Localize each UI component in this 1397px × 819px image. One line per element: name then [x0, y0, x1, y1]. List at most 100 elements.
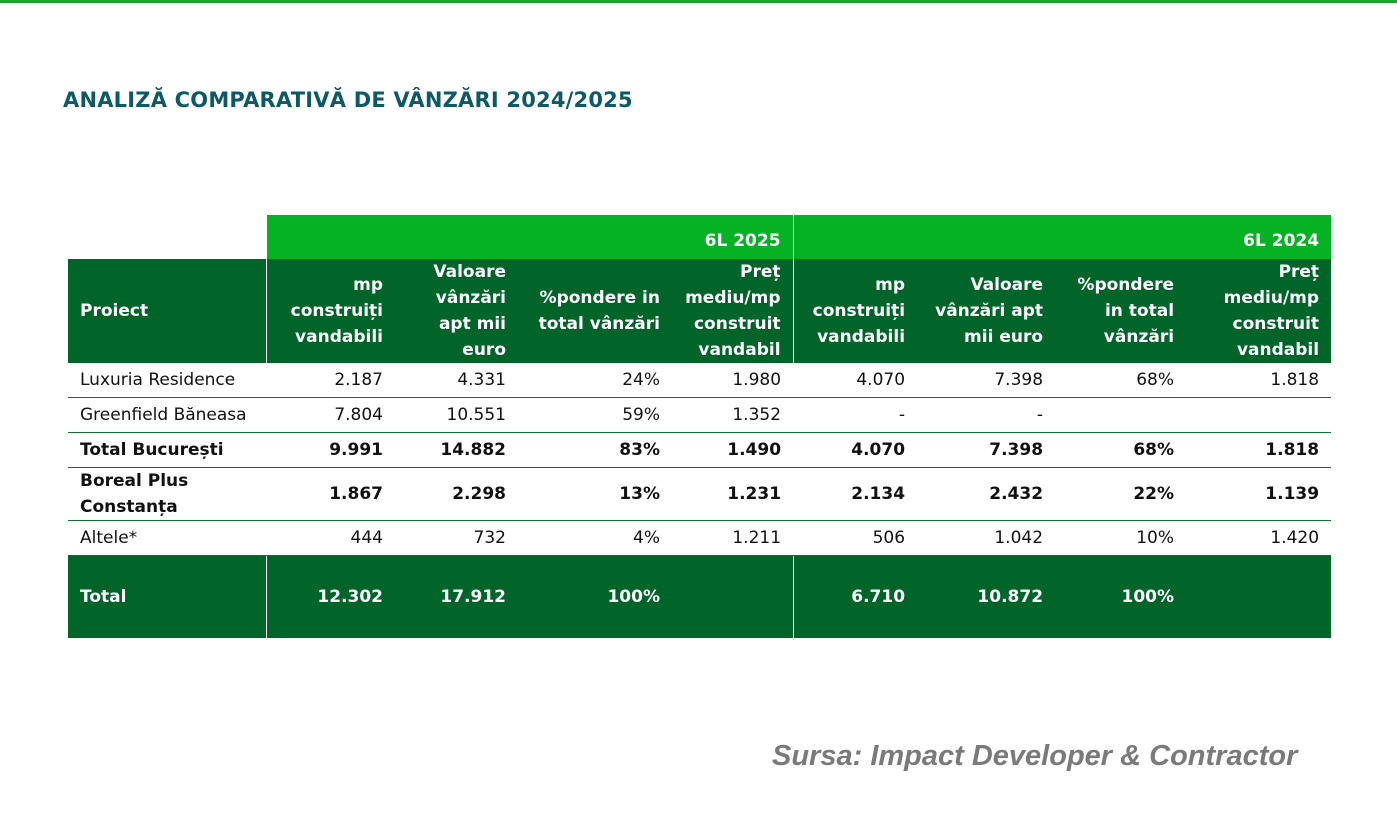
- column-header-line: euro: [462, 340, 506, 360]
- project-column-header: Proiect: [68, 259, 267, 363]
- column-header-line: mp: [875, 275, 906, 295]
- col-header-value-2025: Valoare vânzări apt mii euro: [395, 259, 518, 363]
- column-header-line: Valoare: [970, 275, 1044, 295]
- table-cell: 2.134: [793, 467, 918, 521]
- table-cell: 22%: [1055, 467, 1187, 521]
- table-cell: 2.432: [917, 467, 1056, 521]
- table-cell: [1055, 397, 1187, 433]
- column-header-line: %pondere: [1077, 275, 1175, 295]
- project-name: Total București: [80, 440, 224, 460]
- project-name: Altele*: [80, 528, 138, 548]
- total-cell: 100%: [518, 555, 672, 638]
- table-cell: 2.298: [395, 467, 518, 521]
- col-header-sqm-2024: mp construiți vandabili: [793, 259, 918, 363]
- project-name: Boreal Plus: [80, 471, 189, 491]
- table-body: Luxuria Residence 2.187 4.331 24% 1.980 4.070…: [68, 363, 1332, 556]
- table-cell: 1.231: [672, 467, 794, 521]
- project-name-cell: Altele*: [68, 520, 266, 556]
- table-cell: 1.211: [672, 520, 794, 556]
- table-cell: 1.139: [1186, 467, 1332, 521]
- column-header-line: vânzări: [435, 288, 506, 308]
- column-header-line: vandabil: [698, 340, 781, 360]
- table-cell: 1.490: [672, 432, 794, 468]
- total-cell: 12.302: [266, 555, 395, 638]
- column-header-line: Preț: [740, 262, 781, 282]
- column-header-line: mediu/mp: [1223, 288, 1320, 308]
- table-cell: 10.551: [395, 397, 518, 433]
- total-cell: [1186, 555, 1332, 638]
- project-name-cell: Total București: [68, 432, 266, 468]
- table-row: Altele* 444 732 4% 1.211 506 1.042 10% 1.420: [68, 520, 1332, 556]
- project-name-cell: Boreal Plus Constanța: [68, 467, 266, 521]
- column-header-line: total vânzări: [538, 314, 660, 334]
- total-cell: 100%: [1055, 555, 1187, 638]
- table-cell: 4%: [518, 520, 672, 556]
- table-cell: 1.042: [917, 520, 1056, 556]
- column-header-line: %pondere in: [539, 288, 660, 308]
- blank-header-cell: [68, 215, 267, 259]
- column-header-line: vânzări: [1103, 327, 1175, 347]
- project-name-cell: Luxuria Residence: [68, 363, 266, 398]
- column-header-row: Proiect mp construiți vandabili Valoare vân…: [68, 259, 1332, 363]
- project-name: Constanța: [80, 497, 178, 517]
- table-cell: 4.070: [793, 363, 918, 398]
- project-name: Luxuria Residence: [80, 370, 236, 390]
- project-name-cell: Greenfield Băneasa: [68, 397, 266, 433]
- total-cell: 10.872: [917, 555, 1056, 638]
- column-header-line: vânzări apt: [935, 301, 1044, 321]
- table-cell: 1.818: [1186, 363, 1332, 398]
- table-cell: 1.352: [672, 397, 794, 433]
- page-title: ANALIZĂ COMPARATIVĂ DE VÂNZĂRI 2024/2025: [63, 88, 633, 112]
- table-cell: 732: [395, 520, 518, 556]
- table-cell: 1.867: [266, 467, 395, 521]
- table-cell: 68%: [1055, 432, 1187, 468]
- table-cell: 1.818: [1186, 432, 1332, 468]
- source-note: Sursa: Impact Developer & Contractor: [772, 740, 1298, 772]
- column-header-line: vandabil: [1236, 340, 1320, 360]
- table-cell: 444: [266, 520, 395, 556]
- column-header-line: construit: [693, 314, 781, 334]
- total-label: Total: [68, 555, 267, 638]
- col-header-price-2025: Preț mediu/mp construit vandabil: [672, 259, 794, 363]
- table-cell: 13%: [518, 467, 672, 521]
- table-cell: 10%: [1055, 520, 1187, 556]
- project-name: Greenfield Băneasa: [80, 405, 247, 425]
- column-header-line: Preț: [1278, 262, 1320, 282]
- table-row: Greenfield Băneasa 7.804 10.551 59% 1.352- -: [68, 397, 1332, 433]
- table-cell: 7.398: [917, 363, 1056, 398]
- table-cell: 506: [793, 520, 918, 556]
- col-header-share-2024: %pondere in total vânzări: [1055, 259, 1187, 363]
- period-2025-header: 6L 2025: [266, 215, 794, 259]
- column-header-line: mediu/mp: [685, 288, 781, 308]
- table-cell: 59%: [518, 397, 672, 433]
- col-header-price-2024: Preț mediu/mp construit vandabil: [1186, 259, 1332, 363]
- table-cell: [1186, 397, 1332, 433]
- table-cell: -: [917, 397, 1056, 433]
- column-header-line: construiți: [290, 301, 383, 321]
- column-header-line: vandabili: [817, 327, 906, 347]
- total-cell: [672, 555, 794, 638]
- top-rule: [0, 0, 1397, 3]
- table-cell: 7.398: [917, 432, 1056, 468]
- period-header-row: 6L 2025 6L 2024: [68, 215, 1332, 259]
- table-cell: 1.980: [672, 363, 794, 398]
- table-cell: 7.804: [266, 397, 395, 433]
- table-cell: 9.991: [266, 432, 395, 468]
- sales-comparison-table: 6L 2025 6L 2024 Proiect mp construiți vand…: [68, 215, 1332, 638]
- period-2024-header: 6L 2024: [793, 215, 1332, 259]
- total-cell: 6.710: [793, 555, 918, 638]
- column-header-line: mii euro: [964, 327, 1044, 347]
- table-row: Luxuria Residence 2.187 4.331 24% 1.980 4.070…: [68, 363, 1332, 398]
- column-header-line: apt mii: [438, 314, 506, 334]
- table-cell: 1.420: [1186, 520, 1332, 556]
- total-cell: 17.912: [395, 555, 518, 638]
- col-header-value-2024: Valoare vânzări apt mii euro: [917, 259, 1056, 363]
- column-header-line: in total: [1104, 301, 1175, 321]
- table-row: Total București 9.991 14.882 83% 1.490 4.070 7…: [68, 432, 1332, 468]
- column-header-line: construit: [1232, 314, 1320, 334]
- table-cell: 83%: [518, 432, 672, 468]
- table-cell: -: [793, 397, 918, 433]
- table-cell: 4.070: [793, 432, 918, 468]
- table-cell: 14.882: [395, 432, 518, 468]
- table-row: Boreal Plus Constanța 1.867 2.298 13% 1.231 2.…: [68, 467, 1332, 521]
